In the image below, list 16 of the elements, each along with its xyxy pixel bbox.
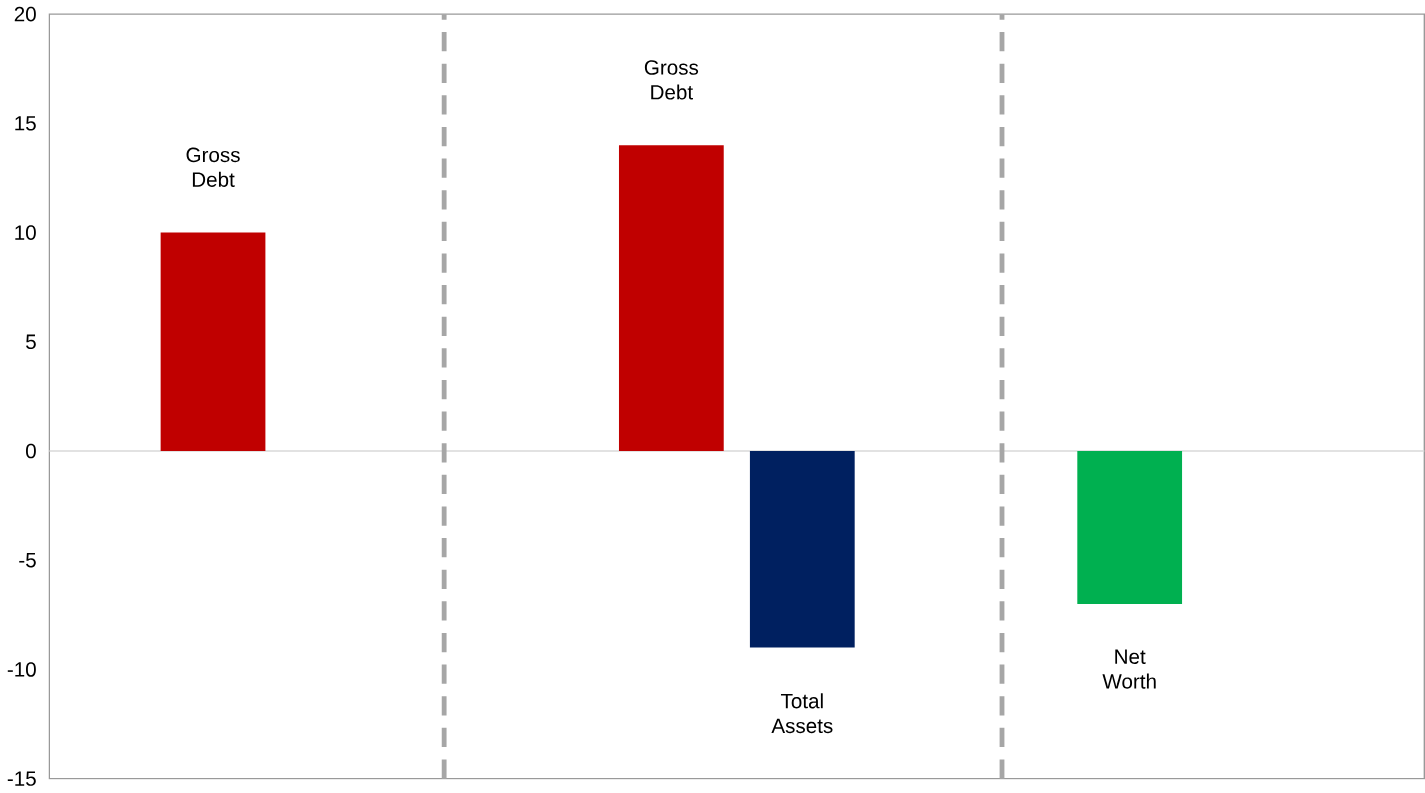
y-tick-label: 5 bbox=[26, 334, 36, 350]
bar bbox=[1077, 451, 1183, 605]
y-tick-label: -5 bbox=[19, 553, 36, 568]
y-tick-label: 20 bbox=[14, 6, 36, 22]
y-tick-label: -10 bbox=[7, 662, 36, 677]
text: Gross Debt bbox=[644, 60, 699, 100]
bar bbox=[618, 145, 724, 452]
bar bbox=[749, 451, 855, 648]
text: Net Worth bbox=[1102, 649, 1156, 689]
y-tick-label: 0 bbox=[26, 443, 36, 459]
y-tick-label: 15 bbox=[15, 116, 36, 131]
text: Gross Debt bbox=[186, 147, 240, 188]
y-tick-label: 10 bbox=[15, 225, 36, 241]
text: Total Assets bbox=[771, 693, 833, 734]
bar bbox=[160, 232, 266, 452]
y-tick-label: -15 bbox=[7, 771, 36, 786]
